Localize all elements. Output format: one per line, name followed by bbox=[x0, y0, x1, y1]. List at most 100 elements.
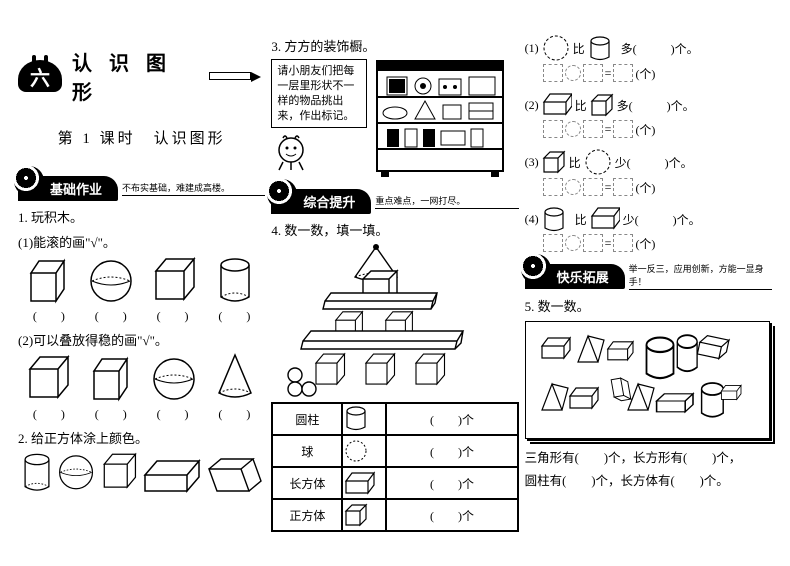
section-extend-tagline: 举一反三，应用创新，方能一显身手！ bbox=[629, 262, 772, 290]
section-synth-banner: 综合提升 重点难点，一网打尽。 bbox=[271, 189, 518, 214]
cuboid-icon bbox=[26, 255, 72, 305]
section-basic-label: 基础作业 bbox=[18, 176, 118, 201]
q3-content: 请小朋友们把每一层里形状不一样的物品挑出来，作出标记。 bbox=[271, 59, 518, 179]
row-icon bbox=[342, 499, 386, 531]
column-left: 六 认 识 图 形 第 1 课时 认识图形 基础作业 不布实基础，难建成高楼。 … bbox=[18, 35, 265, 556]
tail: )个。 bbox=[673, 211, 701, 228]
unit: (个) bbox=[635, 121, 655, 138]
blank[interactable]: ( ) bbox=[33, 307, 65, 324]
compare-eq-3: = (个) bbox=[543, 178, 772, 196]
row-icon bbox=[342, 403, 386, 435]
blank-box[interactable] bbox=[613, 64, 633, 82]
blank-op[interactable] bbox=[565, 179, 581, 195]
cube-icon bbox=[101, 451, 139, 495]
cube-icon bbox=[152, 255, 198, 305]
chapter-number-badge: 六 bbox=[18, 60, 62, 92]
q1-title: 1. 玩积木。 bbox=[18, 207, 265, 226]
table-row: 圆柱 ( )个 bbox=[272, 403, 517, 435]
cylinder-icon bbox=[542, 206, 572, 232]
row-icon bbox=[342, 467, 386, 499]
blank-op[interactable] bbox=[565, 65, 581, 81]
table-row: 球 ( )个 bbox=[272, 435, 517, 467]
column-right: (1) 比 多( )个。 = (个) (2) 比 多( )个。 = (个) (3… bbox=[525, 30, 772, 556]
blank[interactable]: ( ) bbox=[95, 307, 127, 324]
blank-box[interactable] bbox=[583, 64, 603, 82]
blank-op[interactable] bbox=[565, 121, 581, 137]
blank-box[interactable] bbox=[543, 120, 563, 138]
row-blank[interactable]: ( )个 bbox=[386, 499, 517, 531]
section-extend-banner: 快乐拓展 举一反三，应用创新，方能一显身手！ bbox=[525, 262, 772, 290]
q1-row1-shapes bbox=[18, 255, 265, 305]
compare-item-3: (3) 比 少( )个。 bbox=[525, 148, 772, 176]
blank[interactable]: ( ) bbox=[218, 405, 250, 422]
cone-icon bbox=[215, 353, 257, 403]
q3-note: 请小朋友们把每一层里形状不一样的物品挑出来，作出标记。 bbox=[271, 59, 367, 128]
q1-row2-blanks: ( ) ( ) ( ) ( ) bbox=[18, 405, 265, 422]
section-basic-banner: 基础作业 不布实基础，难建成高楼。 bbox=[18, 176, 265, 201]
q3-title: 3. 方方的装饰橱。 bbox=[271, 36, 518, 55]
q1-sub2: (2)可以叠放得稳的画"√"。 bbox=[18, 330, 265, 349]
compare-eq-2: = (个) bbox=[543, 120, 772, 138]
table-row: 长方体 ( )个 bbox=[272, 467, 517, 499]
blank[interactable]: ( ) bbox=[157, 307, 189, 324]
row-blank[interactable]: ( )个 bbox=[386, 403, 517, 435]
cube-icon bbox=[590, 93, 614, 117]
word: 多( bbox=[621, 40, 637, 57]
blank-box[interactable] bbox=[583, 120, 603, 138]
tail: )个。 bbox=[667, 97, 695, 114]
blank-box[interactable] bbox=[543, 234, 563, 252]
flat-cuboid-icon bbox=[143, 455, 203, 495]
shelf-icon bbox=[375, 59, 505, 179]
q5-frame bbox=[525, 321, 770, 439]
cylinder-icon bbox=[588, 35, 618, 61]
q5-line1[interactable]: 三角形有( )个，长方形有( )个， bbox=[525, 447, 772, 470]
cylinder-icon bbox=[215, 255, 257, 305]
sphere-icon bbox=[152, 353, 198, 403]
blank-box[interactable] bbox=[613, 234, 633, 252]
chapter-header: 六 认 识 图 形 bbox=[18, 47, 265, 105]
blank-box[interactable] bbox=[583, 234, 603, 252]
q4-title: 4. 数一数，填一填。 bbox=[271, 220, 518, 239]
sphere-icon bbox=[89, 255, 135, 305]
cube-icon bbox=[26, 353, 72, 403]
table-row: 正方体 ( )个 bbox=[272, 499, 517, 531]
compare-item-1: (1) 比 多( )个。 bbox=[525, 34, 772, 62]
blank[interactable]: ( ) bbox=[33, 405, 65, 422]
q1-row1-blanks: ( ) ( ) ( ) ( ) bbox=[18, 307, 265, 324]
q5-line2[interactable]: 圆柱有( )个，长方体有( )个。 bbox=[525, 470, 772, 493]
row-blank[interactable]: ( )个 bbox=[386, 467, 517, 499]
compare-item-4: (4) 比 少( )个。 bbox=[525, 206, 772, 232]
compare-eq-4: = (个) bbox=[543, 234, 772, 252]
lesson-title: 第 1 课时 认识图形 bbox=[18, 127, 265, 148]
blank[interactable]: ( ) bbox=[95, 405, 127, 422]
row-name: 长方体 bbox=[272, 467, 342, 499]
rel: 比 bbox=[575, 97, 587, 114]
blank-box[interactable] bbox=[543, 64, 563, 82]
idx: (3) bbox=[525, 155, 539, 170]
q4-tower bbox=[271, 243, 518, 398]
compare-eq-1: = (个) bbox=[543, 64, 772, 82]
idx: (1) bbox=[525, 41, 539, 56]
section-synth-tagline: 重点难点，一网打尽。 bbox=[375, 194, 518, 209]
row-icon bbox=[342, 435, 386, 467]
row-name: 圆柱 bbox=[272, 403, 342, 435]
section-extend-label: 快乐拓展 bbox=[525, 264, 625, 289]
compare-item-2: (2) 比 多( )个。 bbox=[525, 92, 772, 118]
row-blank[interactable]: ( )个 bbox=[386, 435, 517, 467]
cylinder-icon bbox=[20, 451, 54, 495]
rel: 比 bbox=[575, 211, 587, 228]
blank-box[interactable] bbox=[543, 178, 563, 196]
word: 少( bbox=[615, 154, 631, 171]
dashed-sphere-icon bbox=[542, 34, 570, 62]
blank-op[interactable] bbox=[565, 235, 581, 251]
blank[interactable]: ( ) bbox=[157, 405, 189, 422]
blank-box[interactable] bbox=[613, 178, 633, 196]
blank-box[interactable] bbox=[583, 178, 603, 196]
blank[interactable]: ( ) bbox=[218, 307, 250, 324]
chapter-title: 认 识 图 形 bbox=[72, 47, 199, 105]
cuboid-icon bbox=[590, 206, 620, 232]
q2-title: 2. 给正方体涂上颜色。 bbox=[18, 428, 265, 447]
blank-box[interactable] bbox=[613, 120, 633, 138]
rel: 比 bbox=[573, 40, 585, 57]
unit: (个) bbox=[635, 179, 655, 196]
